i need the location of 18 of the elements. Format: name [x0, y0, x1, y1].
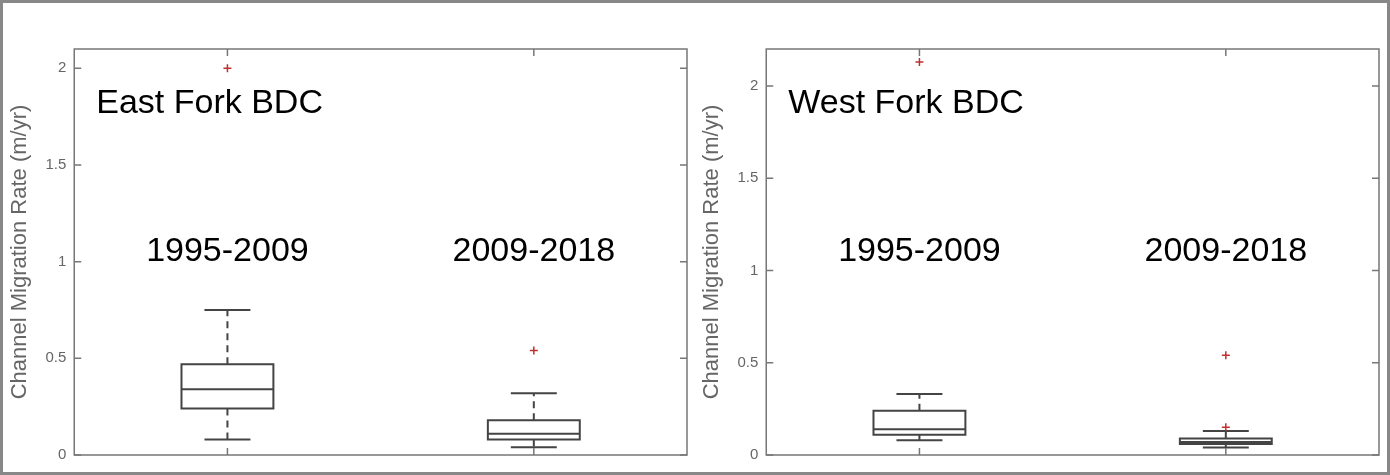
y-tick-label: 0: [749, 445, 759, 463]
text: East Fork BDC: [96, 82, 323, 121]
y-tick-label: 2: [749, 76, 759, 94]
y-tick-label: 0.5: [45, 348, 67, 366]
text: West Fork BDC: [788, 82, 1024, 121]
y-tick-label: 1: [57, 251, 67, 269]
x-tick-label: 1995-2009: [146, 230, 309, 269]
y-tick-label: 0: [57, 445, 67, 463]
y-tick-label: 1: [749, 260, 759, 278]
y-tick-label: 1.5: [737, 168, 759, 186]
x-tick-label: 2009-2018: [1144, 230, 1308, 269]
y-axis-title: Channel Migration Rate (m/yr): [6, 104, 32, 400]
x-tick-label: 1995-2009: [838, 230, 1001, 269]
x-tick-label: 2009-2018: [452, 230, 616, 269]
y-tick-label: 0.5: [737, 352, 759, 370]
y-axis-title: Channel Migration Rate (m/yr): [698, 104, 724, 400]
y-tick-label: 1.5: [45, 155, 67, 173]
y-tick-label: 2: [57, 58, 67, 76]
